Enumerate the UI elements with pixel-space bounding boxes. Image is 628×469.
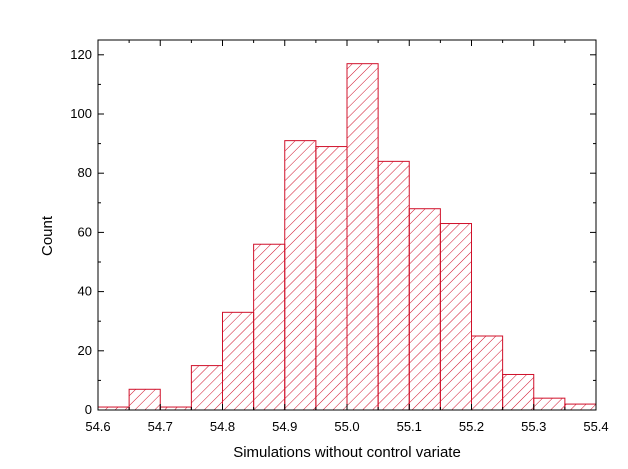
histogram-bar	[408, 208, 441, 411]
histogram-bar	[533, 397, 566, 411]
x-tick-label: 54.6	[85, 419, 110, 434]
histogram-bar	[315, 146, 348, 411]
histogram-bar	[190, 365, 223, 411]
y-tick-label: 100	[70, 106, 92, 121]
x-tick-label: 54.8	[210, 419, 235, 434]
x-axis: 54.6 54.7 54.8 54.9 55.0 55.1 55.2 55.3 55.4	[85, 40, 609, 434]
y-tick-label: 60	[78, 224, 92, 239]
y-tick-label: 80	[78, 165, 92, 180]
x-tick-label: 55.1	[397, 419, 422, 434]
histogram-bar	[253, 243, 286, 411]
y-tick-label: 20	[78, 343, 92, 358]
y-tick-label: 120	[70, 47, 92, 62]
y-tick-label: 0	[85, 402, 92, 417]
histogram-bar	[284, 140, 317, 411]
histogram-bar	[222, 311, 255, 411]
x-tick-label: 55.3	[521, 419, 546, 434]
histogram-bar	[502, 373, 535, 411]
histogram-bar	[564, 403, 597, 411]
x-axis-title: Simulations without control variate	[233, 444, 461, 461]
histogram-bar	[471, 335, 504, 411]
x-tick-label: 55.2	[459, 419, 484, 434]
histogram-bar	[128, 388, 161, 411]
x-tick-label: 55.0	[334, 419, 359, 434]
x-tick-label: 54.9	[272, 419, 297, 434]
x-tick-label: 55.4	[583, 419, 608, 434]
bars-group	[97, 63, 597, 411]
histogram-bar	[439, 223, 472, 411]
y-tick-label: 40	[78, 284, 92, 299]
y-axis: 0 20 40 60 80 100 120	[70, 47, 596, 417]
y-axis-title: Count	[39, 215, 56, 256]
histogram-bar	[346, 63, 379, 411]
histogram-bar	[377, 160, 410, 411]
x-tick-label: 54.7	[148, 419, 173, 434]
